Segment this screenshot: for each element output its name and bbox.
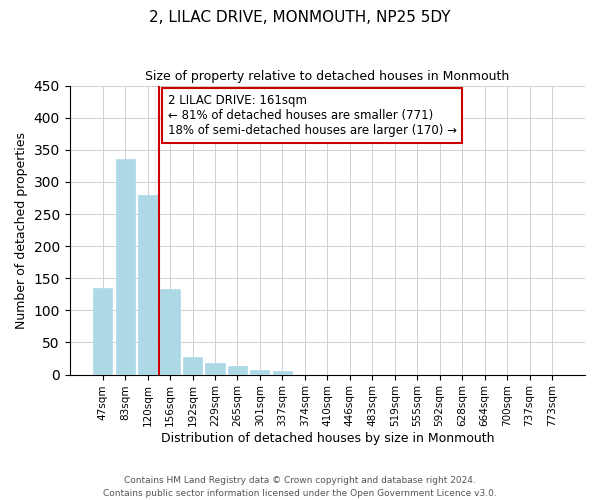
Bar	[183, 358, 202, 374]
X-axis label: Distribution of detached houses by size in Monmouth: Distribution of detached houses by size …	[161, 432, 494, 445]
Text: Contains HM Land Registry data © Crown copyright and database right 2024.
Contai: Contains HM Land Registry data © Crown c…	[103, 476, 497, 498]
Bar	[93, 288, 112, 374]
Bar	[116, 160, 134, 374]
Bar	[138, 194, 157, 374]
Bar	[160, 289, 179, 374]
Text: 2, LILAC DRIVE, MONMOUTH, NP25 5DY: 2, LILAC DRIVE, MONMOUTH, NP25 5DY	[149, 10, 451, 25]
Bar	[250, 370, 269, 374]
Bar	[205, 363, 224, 374]
Y-axis label: Number of detached properties: Number of detached properties	[15, 132, 28, 328]
Bar	[273, 372, 292, 374]
Text: 2 LILAC DRIVE: 161sqm
← 81% of detached houses are smaller (771)
18% of semi-det: 2 LILAC DRIVE: 161sqm ← 81% of detached …	[167, 94, 457, 137]
Title: Size of property relative to detached houses in Monmouth: Size of property relative to detached ho…	[145, 70, 509, 83]
Bar	[228, 366, 247, 374]
